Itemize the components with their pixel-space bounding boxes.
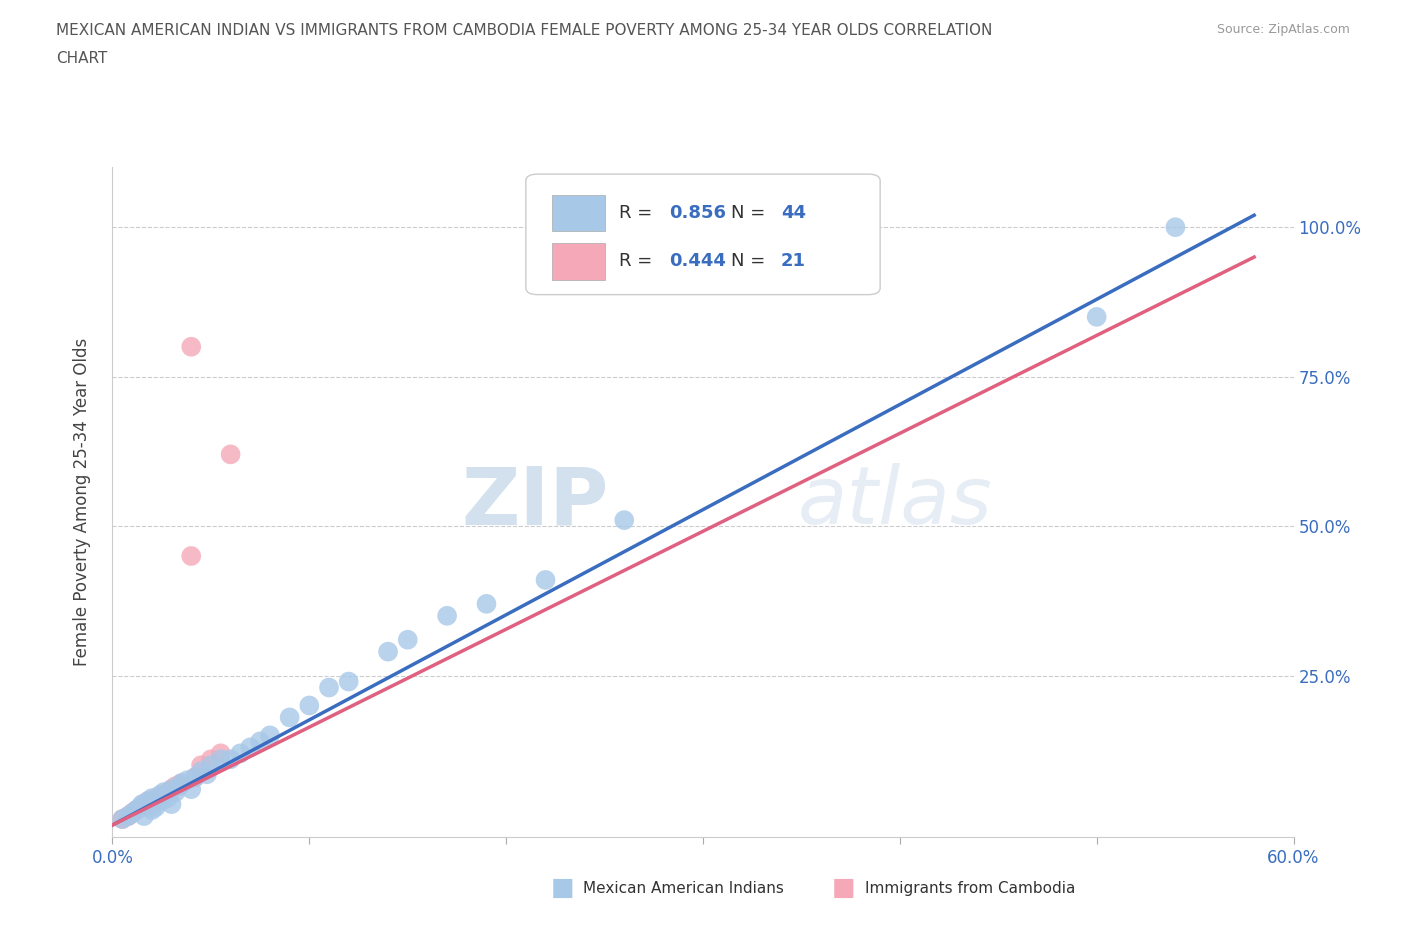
- Point: [259, 728, 281, 743]
- Point: [141, 790, 163, 805]
- Point: [125, 803, 148, 817]
- Point: [117, 809, 139, 824]
- Point: [125, 803, 148, 817]
- Point: [337, 674, 360, 689]
- Text: Immigrants from Cambodia: Immigrants from Cambodia: [865, 881, 1076, 896]
- Point: [149, 788, 172, 803]
- Point: [156, 790, 179, 805]
- Point: [180, 782, 202, 797]
- Point: [180, 339, 202, 354]
- Text: N =: N =: [731, 204, 772, 222]
- FancyBboxPatch shape: [551, 194, 605, 232]
- Point: [156, 785, 179, 800]
- Point: [195, 766, 218, 781]
- Point: [150, 788, 173, 803]
- Text: 44: 44: [780, 204, 806, 222]
- Point: [278, 710, 301, 724]
- Point: [169, 778, 191, 793]
- Point: [396, 632, 419, 647]
- Point: [132, 809, 155, 824]
- Point: [184, 770, 207, 785]
- Point: [534, 573, 557, 588]
- Point: [190, 758, 212, 773]
- Point: [141, 797, 163, 812]
- Text: atlas: atlas: [797, 463, 993, 541]
- Text: ■: ■: [551, 876, 574, 900]
- Text: MEXICAN AMERICAN INDIAN VS IMMIGRANTS FROM CAMBODIA FEMALE POVERTY AMONG 25-34 Y: MEXICAN AMERICAN INDIAN VS IMMIGRANTS FR…: [56, 23, 993, 38]
- Point: [170, 776, 193, 790]
- Point: [176, 773, 198, 788]
- Point: [111, 812, 134, 827]
- Text: R =: R =: [619, 252, 658, 270]
- Point: [165, 778, 187, 793]
- Point: [436, 608, 458, 623]
- Text: Mexican American Indians: Mexican American Indians: [583, 881, 785, 896]
- Point: [219, 447, 242, 462]
- Point: [229, 746, 252, 761]
- Text: ZIP: ZIP: [461, 463, 609, 541]
- Point: [152, 785, 174, 800]
- Point: [136, 793, 159, 808]
- Text: 0.444: 0.444: [669, 252, 725, 270]
- Point: [475, 596, 498, 611]
- Point: [209, 746, 232, 761]
- Y-axis label: Female Poverty Among 25-34 Year Olds: Female Poverty Among 25-34 Year Olds: [73, 339, 91, 666]
- Point: [170, 776, 193, 790]
- Point: [298, 698, 321, 713]
- Point: [318, 680, 340, 695]
- Point: [141, 803, 163, 817]
- Point: [111, 812, 134, 827]
- Point: [184, 770, 207, 785]
- Point: [165, 785, 187, 800]
- Point: [121, 805, 143, 820]
- Point: [239, 740, 262, 755]
- Point: [1085, 310, 1108, 325]
- Point: [160, 797, 183, 812]
- Point: [249, 734, 271, 749]
- Point: [132, 797, 155, 812]
- Text: 0.856: 0.856: [669, 204, 725, 222]
- FancyBboxPatch shape: [526, 174, 880, 295]
- Point: [131, 797, 153, 812]
- Point: [150, 793, 173, 808]
- Point: [377, 644, 399, 659]
- Point: [131, 800, 153, 815]
- Point: [129, 800, 152, 815]
- Point: [219, 751, 242, 766]
- Point: [190, 764, 212, 778]
- Text: ■: ■: [832, 876, 855, 900]
- Point: [121, 805, 143, 820]
- Point: [145, 800, 167, 815]
- Point: [136, 793, 159, 808]
- FancyBboxPatch shape: [551, 243, 605, 280]
- Text: Source: ZipAtlas.com: Source: ZipAtlas.com: [1216, 23, 1350, 36]
- Text: N =: N =: [731, 252, 772, 270]
- Point: [200, 751, 222, 766]
- Point: [117, 809, 139, 824]
- Text: CHART: CHART: [56, 51, 108, 66]
- Point: [613, 512, 636, 527]
- Point: [145, 790, 167, 805]
- Point: [1164, 219, 1187, 234]
- Point: [180, 549, 202, 564]
- Text: R =: R =: [619, 204, 658, 222]
- Text: 21: 21: [780, 252, 806, 270]
- Point: [209, 751, 232, 766]
- Point: [200, 758, 222, 773]
- Point: [160, 782, 183, 797]
- Point: [160, 782, 183, 797]
